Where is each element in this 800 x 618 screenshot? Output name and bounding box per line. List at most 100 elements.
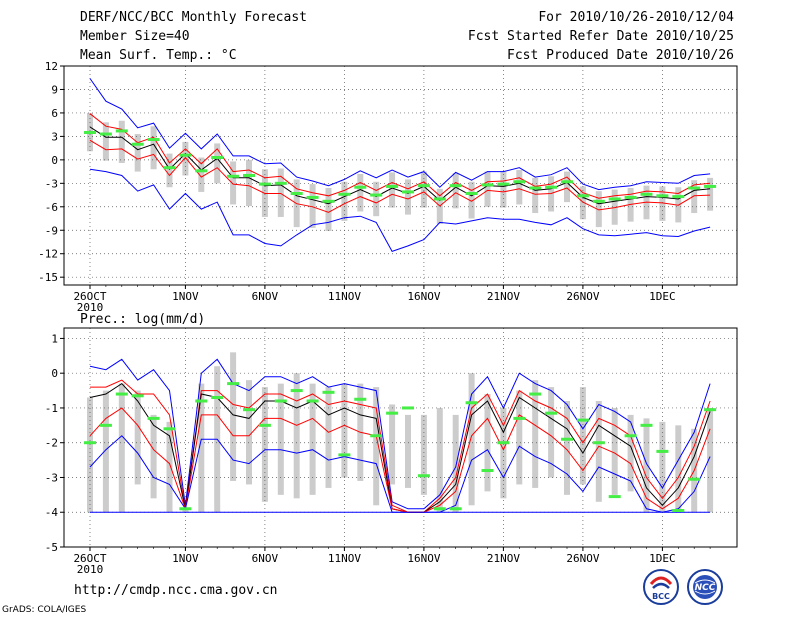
y-tick-label: -3 <box>45 177 58 190</box>
member-bar <box>468 181 475 219</box>
member-bar <box>420 171 427 208</box>
member-bar <box>134 390 141 485</box>
member-bar <box>357 173 364 212</box>
member-bar <box>579 387 586 485</box>
chart-title: DERF/NCC/BCC Monthly Forecast <box>80 10 307 25</box>
member-bar <box>691 180 698 214</box>
y-tick-label: 3 <box>51 130 58 143</box>
member-bar <box>420 414 427 495</box>
member-bar <box>405 179 411 215</box>
series-std-upper <box>89 113 711 199</box>
header-left: DERF/NCC/BCC Monthly Forecast Member Siz… <box>80 10 307 67</box>
member-bar <box>564 401 570 495</box>
series-std-lower <box>89 139 711 213</box>
member-bar <box>675 425 682 513</box>
grads-credit: GrADS: COLA/IGES <box>2 605 87 615</box>
member-bar <box>341 383 348 478</box>
member-bar <box>309 383 316 495</box>
member-bar <box>516 170 523 205</box>
member-bar <box>548 387 555 478</box>
member-bar <box>230 352 237 481</box>
series-mean <box>89 126 711 205</box>
x-tick-label: 16NOV <box>407 290 440 303</box>
x-tick-label: 6NOV <box>252 552 279 565</box>
y-tick-label: 6 <box>51 107 58 120</box>
fcst-started: Fcst Started Refer Date 2010/10/25 <box>467 29 734 44</box>
member-bar <box>341 181 348 221</box>
fcst-produced: Fcst Produced Date 2010/10/26 <box>507 48 734 63</box>
member-bar <box>707 407 714 513</box>
member-bar <box>500 171 507 208</box>
x-tick-label: 11NOV <box>328 552 361 565</box>
member-bar <box>532 380 539 488</box>
member-bar <box>595 191 602 228</box>
x-tick-label: 11NOV <box>328 290 361 303</box>
member-bar <box>516 390 523 485</box>
member-bar <box>484 394 491 492</box>
y-tick-label: -4 <box>45 506 59 519</box>
x-tick-label: 26OCT <box>73 552 106 565</box>
member-bar <box>118 383 125 513</box>
member-bar <box>118 120 125 163</box>
member-bar <box>373 387 380 506</box>
y-tick-label: 12 <box>45 60 58 73</box>
member-bar <box>246 380 252 485</box>
member-bar <box>150 414 157 499</box>
series-min <box>89 168 711 253</box>
y-tick-label: -15 <box>38 271 58 284</box>
member-bar <box>134 134 141 172</box>
member-bar <box>87 397 93 513</box>
y-tick-label: -6 <box>45 201 58 214</box>
member-bar <box>102 122 109 161</box>
member-bar <box>452 173 459 209</box>
y-tick-label: -2 <box>45 437 58 450</box>
prec-panel-title: Prec.: log(mm/d) <box>80 312 205 327</box>
member-bar <box>277 168 284 217</box>
member-bar <box>484 171 491 207</box>
member-bar <box>500 407 507 499</box>
x-tick-label: 1NOV <box>172 552 199 565</box>
panel-frame <box>63 65 738 286</box>
member-bar <box>532 177 539 214</box>
member-bar <box>405 414 411 488</box>
y-tick-label: -12 <box>38 248 58 261</box>
member-bar <box>293 373 300 499</box>
series-min <box>89 435 711 513</box>
bcc-logo: BCC <box>643 569 679 605</box>
y-tick-label: 1 <box>51 332 58 345</box>
x-tick-label: 6NOV <box>252 290 279 303</box>
ncc-logo: NCC <box>687 569 723 605</box>
y-tick-label: 0 <box>51 367 58 380</box>
member-bar <box>452 414 459 513</box>
y-tick-label: -3 <box>45 471 58 484</box>
member-bar <box>214 143 221 184</box>
x-tick-label: 26NOV <box>566 552 599 565</box>
member-bar <box>325 188 332 232</box>
x-tick-year-label: 2010 <box>77 301 104 314</box>
member-size: Member Size=40 <box>80 29 190 44</box>
x-tick-label: 21NOV <box>487 290 520 303</box>
member-bar <box>309 184 316 228</box>
forecast-period: For 2010/10/26-2010/12/04 <box>538 10 734 25</box>
y-tick-label: 9 <box>51 83 58 96</box>
member-bar <box>166 153 173 188</box>
member-bar <box>150 126 157 170</box>
member-bar <box>102 390 109 513</box>
footer-url[interactable]: http://cmdp.ncc.cma.gov.cn <box>74 583 278 598</box>
series-max <box>89 358 711 510</box>
member-bar <box>643 418 650 513</box>
member-bar <box>611 407 618 495</box>
member-bar <box>707 177 714 211</box>
x-tick-year-label: 2010 <box>77 563 104 576</box>
bcc-logo-text: BCC <box>652 592 670 601</box>
x-tick-label: 26OCT <box>73 290 106 303</box>
x-tick-label: 16NOV <box>407 552 440 565</box>
y-tick-label: -1 <box>45 402 58 415</box>
series-max <box>89 78 711 191</box>
member-bar <box>198 383 205 513</box>
member-bar <box>595 401 602 502</box>
panel-frame <box>63 327 738 548</box>
member-bar <box>389 172 396 208</box>
